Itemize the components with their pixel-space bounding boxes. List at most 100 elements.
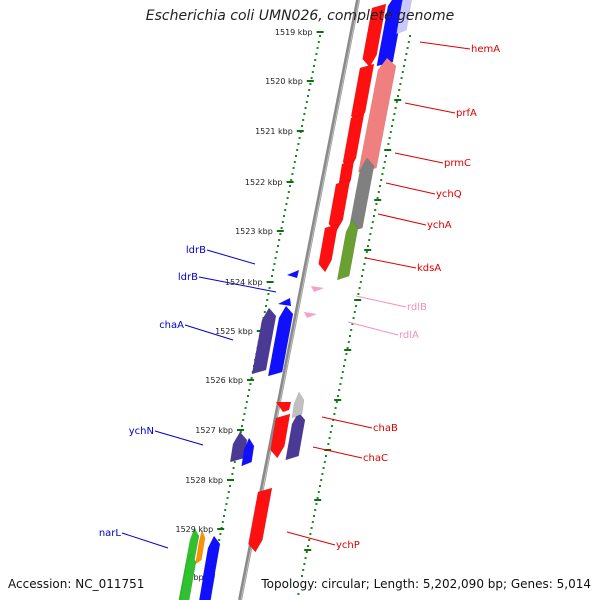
- tick-label: bp: [193, 573, 203, 582]
- gene-label: narL: [99, 528, 122, 539]
- minor-tick-right: [335, 401, 338, 403]
- gene-feature: [396, 0, 412, 35]
- minor-tick-left: [295, 155, 297, 157]
- minor-tick-left: [233, 461, 236, 463]
- label-leader: [404, 102, 456, 114]
- minor-tick-left: [221, 521, 224, 523]
- gene-label: ychP: [336, 540, 360, 551]
- gene-label: ldrB: [178, 272, 198, 283]
- gene-feature: [241, 437, 255, 467]
- minor-tick-right: [387, 143, 390, 145]
- minor-tick-right: [352, 317, 355, 319]
- label-leader: [286, 531, 336, 546]
- minor-tick-right: [307, 545, 309, 547]
- minor-tick-right: [405, 53, 408, 55]
- minor-tick-right: [371, 221, 374, 223]
- minor-tick-left: [308, 89, 311, 91]
- minor-tick-right: [362, 269, 365, 271]
- gene-label: prfA: [456, 108, 477, 119]
- minor-tick-right: [367, 245, 369, 247]
- label-leader: [377, 213, 427, 226]
- minor-tick-right: [350, 329, 353, 331]
- minor-tick-left: [231, 473, 234, 475]
- minor-tick-right: [343, 365, 345, 367]
- minor-tick-left: [313, 65, 315, 67]
- minor-tick-right: [391, 125, 393, 127]
- minor-tick-left: [226, 497, 229, 499]
- minor-tick-right: [407, 41, 410, 43]
- minor-tick-left: [314, 59, 317, 61]
- tick-label: 1519 kbp: [275, 28, 313, 37]
- gene-feature: [179, 553, 197, 600]
- minor-tick-right: [340, 377, 343, 379]
- gene-label: chaA: [159, 320, 184, 331]
- minor-tick-left: [285, 203, 288, 205]
- label-leader: [184, 324, 234, 341]
- minor-tick-right: [359, 281, 362, 283]
- minor-tick-left: [266, 299, 269, 301]
- minor-tick-right: [302, 569, 305, 571]
- minor-tick-right: [303, 563, 306, 565]
- minor-tick-left: [219, 533, 222, 535]
- minor-tick-right: [338, 389, 341, 391]
- minor-tick-right: [358, 287, 361, 289]
- accession-label: Accession: NC_011751: [8, 577, 145, 591]
- minor-tick-right: [365, 251, 368, 253]
- minor-tick-right: [379, 185, 381, 187]
- minor-tick-right: [401, 71, 404, 73]
- minor-tick-right: [321, 473, 324, 475]
- minor-tick-right: [311, 521, 314, 523]
- minor-tick-right: [361, 275, 363, 277]
- gene-label: prmC: [444, 158, 471, 169]
- gene-feature: [328, 179, 351, 233]
- minor-tick-right: [398, 89, 401, 91]
- minor-tick-left: [249, 383, 252, 385]
- minor-tick-right: [337, 395, 339, 397]
- label-leader: [121, 532, 169, 549]
- minor-tick-left: [289, 185, 291, 187]
- minor-tick-left: [265, 305, 267, 307]
- minor-tick-right: [334, 407, 337, 409]
- minor-tick-left: [319, 35, 321, 37]
- minor-tick-right: [345, 353, 348, 355]
- gene-label: rdlA: [399, 330, 419, 341]
- minor-tick-right: [375, 203, 378, 205]
- minor-tick-right: [357, 293, 360, 295]
- minor-tick-left: [278, 239, 281, 241]
- minor-tick-left: [284, 209, 287, 211]
- minor-tick-right: [385, 155, 387, 157]
- minor-tick-left: [291, 173, 294, 175]
- minor-tick-right: [297, 593, 300, 595]
- minor-tick-right: [317, 491, 320, 493]
- minor-tick-left: [298, 137, 301, 139]
- gene-label: kdsA: [417, 263, 441, 274]
- minor-tick-right: [351, 323, 354, 325]
- gene-feature: [311, 286, 324, 292]
- minor-tick-left: [301, 125, 303, 127]
- label-leader: [365, 257, 417, 269]
- minor-tick-right: [370, 227, 373, 229]
- minor-tick-right: [323, 461, 326, 463]
- minor-tick-right: [409, 35, 411, 37]
- minor-tick-left: [317, 41, 320, 43]
- gene-feature: [336, 219, 359, 281]
- minor-tick-right: [363, 263, 366, 265]
- minor-tick-left: [263, 311, 266, 313]
- tick-label: 1527 kbp: [195, 426, 233, 435]
- minor-tick-left: [239, 431, 242, 433]
- minor-tick-left: [243, 413, 246, 415]
- minor-tick-left: [303, 113, 306, 115]
- minor-tick-right: [380, 179, 383, 181]
- minor-tick-right: [394, 107, 397, 109]
- tick-label: 1525 kbp: [215, 327, 253, 336]
- minor-tick-left: [286, 197, 289, 199]
- minor-tick-right: [369, 233, 372, 235]
- minor-tick-left: [309, 83, 312, 85]
- minor-tick-right: [395, 101, 398, 103]
- genome-stats-label: Topology: circular; Length: 5,202,090 bp…: [261, 577, 591, 591]
- minor-tick-left: [292, 167, 295, 169]
- gene-label: ychA: [427, 220, 452, 231]
- tick-labels: 1519 kbp 1520 kbp 1521 kbp 1522 kbp 1523 kbp…: [175, 28, 312, 582]
- minor-tick-left: [305, 101, 308, 103]
- gene-feature: [291, 391, 305, 419]
